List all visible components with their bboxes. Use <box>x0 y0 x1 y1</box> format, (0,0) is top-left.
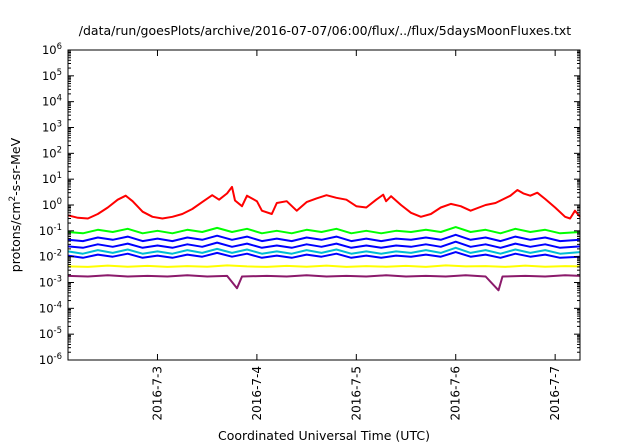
series-line-1 <box>67 185 581 220</box>
x-tick-label: 2016-7-5 <box>349 366 363 420</box>
y-tick-label: 10-6 <box>39 352 62 367</box>
y-tick-label: 10-5 <box>39 326 62 341</box>
series-line-2 <box>67 226 581 235</box>
y-axis-label-sup: 2 <box>8 196 18 202</box>
y-axis-label-rest: -s-sr-MeV <box>8 137 23 195</box>
series-line-7 <box>67 264 581 268</box>
series-line-8 <box>67 274 581 292</box>
y-tick-label: 103 <box>42 120 62 135</box>
x-tick-label: 2016-7-7 <box>548 366 562 420</box>
y-tick-label: 106 <box>42 42 62 57</box>
y-tick-label: 105 <box>42 68 62 83</box>
x-tick-label: 2016-7-6 <box>449 366 463 420</box>
y-tick-label: 100 <box>42 197 62 212</box>
y-axis-ticks: 10-6 10-5 10-4 10-3 10-2 10-1 100 101 102 103 104 1… <box>39 42 580 367</box>
y-axis-label: protons/cm2-s-sr-MeV <box>8 137 23 272</box>
y-tick-label: 10-4 <box>39 300 62 315</box>
plot-frame <box>67 49 581 361</box>
y-tick-label: 10-1 <box>39 223 62 238</box>
y-tick-label: 102 <box>42 145 62 160</box>
x-axis-ticks: 2016-7-3 2016-7-4 2016-7-5 2016-7-6 2016-7-7 <box>151 50 562 420</box>
series-line-3 <box>67 233 581 243</box>
x-axis-label: Coordinated Universal Time (UTC) <box>218 428 430 443</box>
series-line-5 <box>67 246 581 255</box>
series-layer <box>67 185 581 292</box>
y-axis-label-base: protons/cm <box>8 201 23 272</box>
x-tick-label: 2016-7-4 <box>250 366 264 420</box>
x-tick-label: 2016-7-3 <box>151 366 165 420</box>
y-tick-label: 101 <box>42 171 62 186</box>
chart-title: /data/run/goesPlots/archive/2016-07-07/0… <box>79 23 572 38</box>
series-line-4 <box>67 240 581 249</box>
y-tick-label: 104 <box>42 94 62 109</box>
y-tick-label: 10-3 <box>39 275 62 290</box>
series-line-6 <box>67 251 581 259</box>
y-tick-label: 10-2 <box>39 249 62 264</box>
